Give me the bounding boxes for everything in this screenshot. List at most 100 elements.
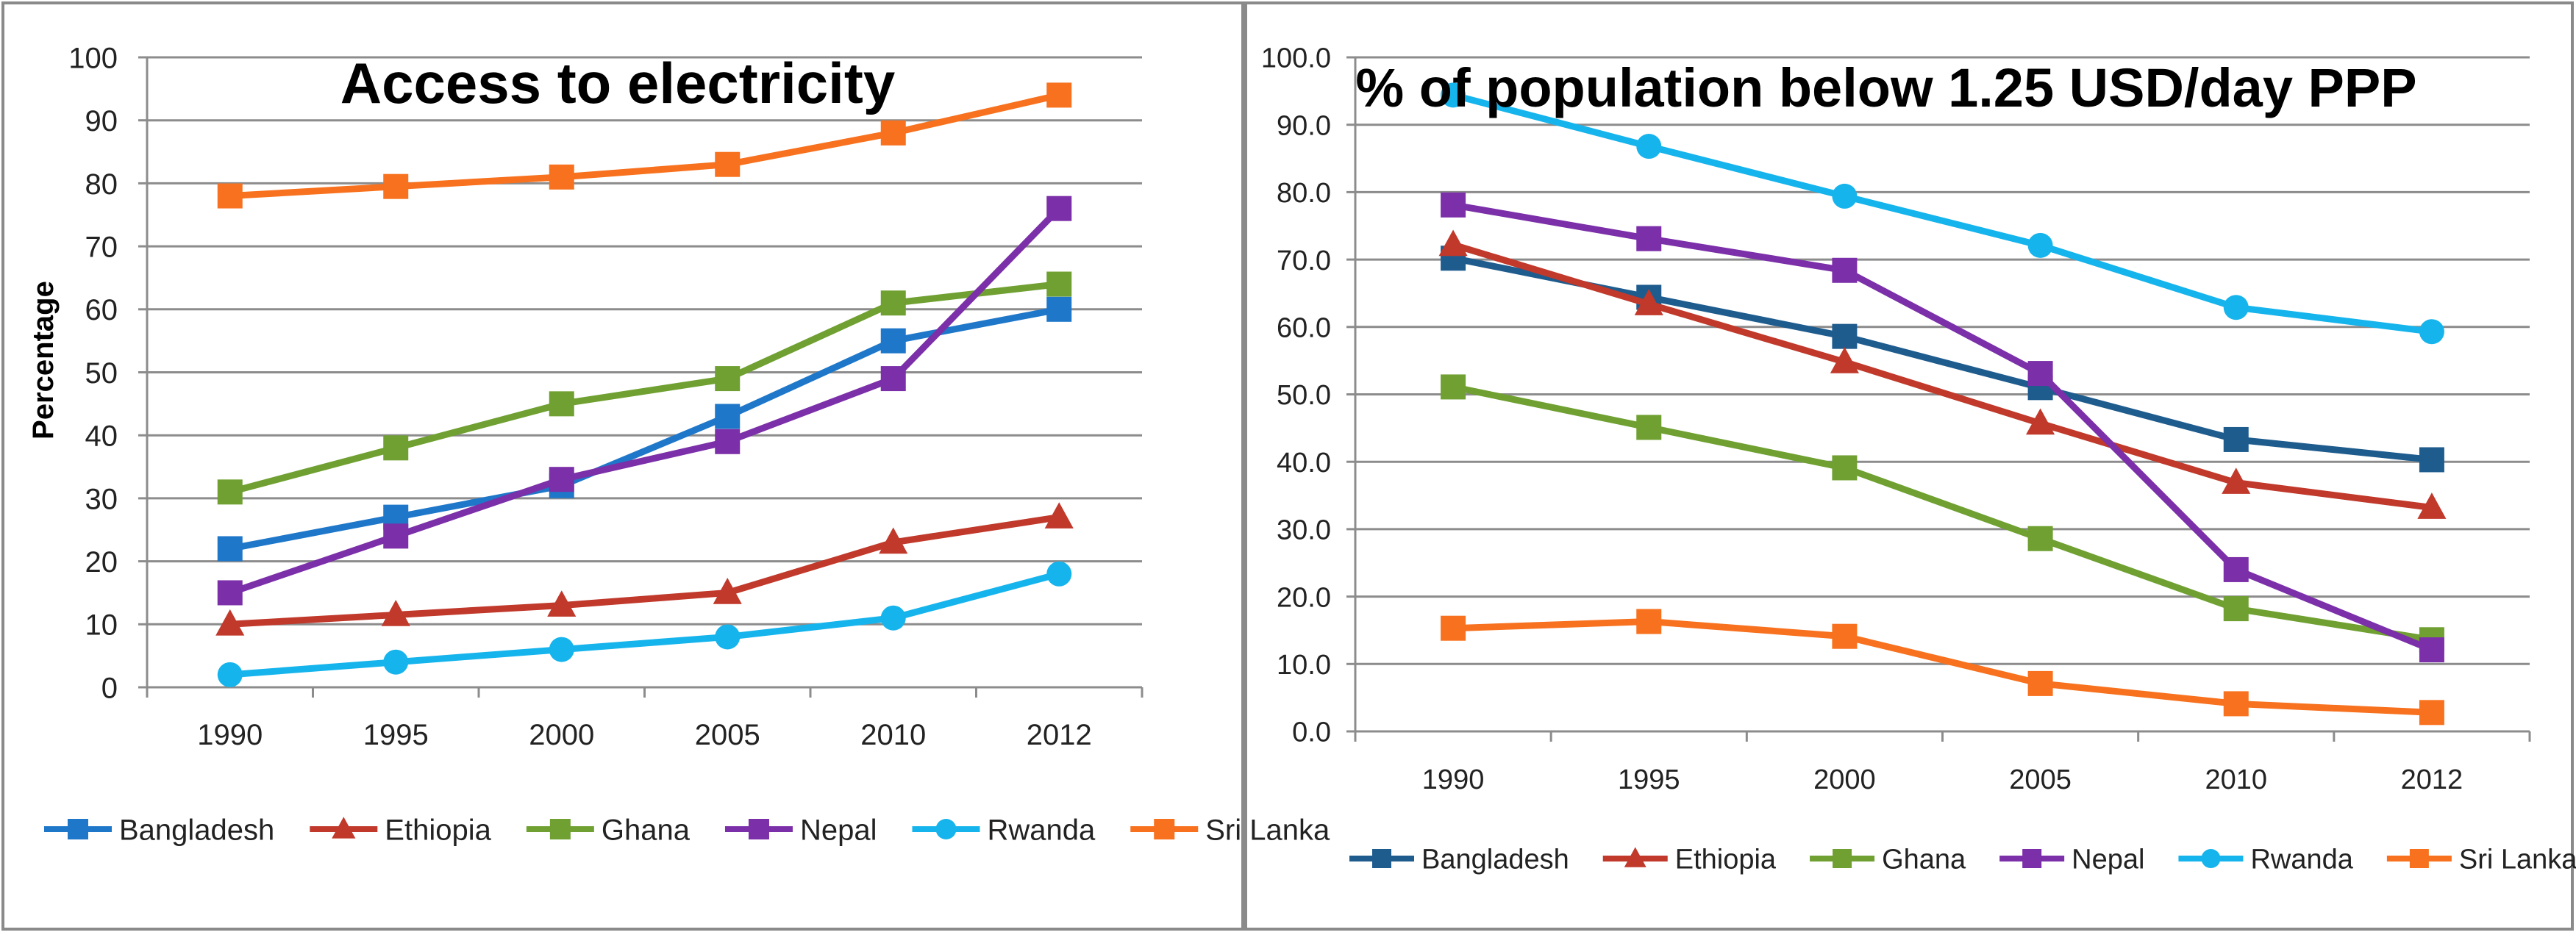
data-point-rwanda xyxy=(2223,295,2249,320)
chart-electricity-y-ticks: 0 10 20 30 40 50 60 70 80 90 100 xyxy=(68,42,118,704)
x-tick-label: 1995 xyxy=(1618,764,1680,795)
y-tick-label: 30.0 xyxy=(1277,515,1331,546)
legend-swatch-marker xyxy=(68,819,88,839)
y-tick-label: 0 xyxy=(101,672,118,704)
chart-poverty-legend: Bangladesh Ethiopia Ghana Nepal Rwanda Sri La… xyxy=(1349,845,2576,875)
data-point-rwanda xyxy=(217,662,243,687)
data-point-ethiopia xyxy=(215,609,245,636)
series-line-ghana xyxy=(226,281,1063,495)
chart-poverty-axes xyxy=(1346,56,2531,742)
x-tick-label: 1990 xyxy=(1422,764,1485,795)
data-point-bangladesh xyxy=(715,404,741,429)
y-tick-label: 100 xyxy=(68,42,118,74)
data-point-ghana xyxy=(1046,271,1072,297)
data-point-bangladesh xyxy=(1046,296,1072,322)
data-point-nepal xyxy=(2027,361,2053,387)
legend-label: Rwanda xyxy=(2250,845,2353,875)
chart-poverty-title: % of population below 1.25 USD/day PPP xyxy=(1355,57,2416,118)
y-tick-label: 40.0 xyxy=(1277,448,1331,479)
y-tick-label: 40 xyxy=(85,420,118,453)
series-line-nepal xyxy=(1449,201,2436,653)
legend-swatch-marker xyxy=(748,819,769,839)
x-tick-label: 1990 xyxy=(197,719,263,751)
y-tick-label: 50 xyxy=(85,357,118,390)
x-tick-label: 2005 xyxy=(695,719,760,751)
data-point-ghana xyxy=(2223,596,2249,622)
legend-item-nepal: Nepal xyxy=(1999,845,2144,875)
data-point-sri-lanka xyxy=(1832,623,1858,649)
data-point-rwanda xyxy=(1832,183,1858,209)
data-point-sri-lanka xyxy=(1636,609,1662,634)
chart-poverty-series xyxy=(1438,82,2447,726)
data-point-sri-lanka xyxy=(1441,615,1466,641)
legend-item-ghana: Ghana xyxy=(526,814,691,846)
legend-swatch-marker xyxy=(1624,847,1646,867)
chart-electricity-title: Access to electricity xyxy=(340,51,895,115)
data-point-ethiopia xyxy=(879,527,908,554)
legend-swatch-marker xyxy=(1154,819,1175,839)
data-point-ethiopia xyxy=(1634,289,1663,315)
series-line-rwanda xyxy=(226,570,1063,678)
data-point-nepal xyxy=(217,580,243,606)
data-point-ethiopia xyxy=(2222,468,2251,494)
y-tick-label: 70.0 xyxy=(1277,246,1331,276)
legend-label: Sri Lanka xyxy=(1205,814,1330,846)
data-point-nepal xyxy=(715,429,741,454)
data-point-nepal xyxy=(1636,226,1662,251)
chart-poverty-grid xyxy=(1355,56,2530,665)
legend-item-bangladesh: Bangladesh xyxy=(44,814,274,846)
data-point-rwanda xyxy=(880,605,906,631)
data-point-ghana xyxy=(1636,415,1662,440)
data-point-ghana xyxy=(880,290,906,316)
y-tick-label: 90 xyxy=(85,105,118,137)
chart-electricity-axes xyxy=(138,56,1143,698)
data-point-sri-lanka xyxy=(383,173,409,199)
data-point-rwanda xyxy=(2419,319,2444,345)
data-point-ghana xyxy=(549,391,574,417)
chart-poverty-x-ticks: 1990 1995 2000 2005 2010 2012 xyxy=(1422,764,2463,795)
data-point-nepal xyxy=(2223,556,2249,582)
series-line-ethiopia xyxy=(1449,241,2436,512)
legend-swatch-marker xyxy=(2022,849,2042,868)
data-point-bangladesh xyxy=(880,328,906,354)
data-point-nepal xyxy=(880,366,906,392)
data-point-nepal xyxy=(1046,196,1072,221)
data-point-ghana xyxy=(715,366,741,392)
chart-electricity-legend: Bangladesh Ethiopia Ghana Nepal Rwanda Sri La… xyxy=(44,814,1330,846)
data-point-nepal xyxy=(2419,637,2444,663)
y-tick-label: 20.0 xyxy=(1277,582,1331,613)
legend-label: Bangladesh xyxy=(119,814,274,846)
legend-label: Bangladesh xyxy=(1421,845,1569,875)
data-point-sri-lanka xyxy=(1046,82,1072,108)
y-tick-label: 70 xyxy=(85,232,118,264)
legend-label: Ethiopia xyxy=(1675,845,1777,875)
chart-electricity-series xyxy=(215,82,1074,687)
series-line-ethiopia xyxy=(226,514,1063,628)
chart-electricity-grid xyxy=(147,56,1142,626)
data-point-ethiopia xyxy=(1830,347,1859,373)
data-point-sri-lanka xyxy=(549,164,574,190)
legend-item-rwanda: Rwanda xyxy=(2178,845,2354,875)
data-point-rwanda xyxy=(1046,561,1072,587)
y-tick-label: 60.0 xyxy=(1277,312,1331,343)
legend-label: Nepal xyxy=(800,814,877,846)
data-point-ethiopia xyxy=(2026,408,2055,435)
data-point-sri-lanka xyxy=(2419,700,2444,726)
series-line-ghana xyxy=(1449,383,2436,643)
chart-electricity-access: 0 10 20 30 40 50 60 70 80 90 100 1990 1995 2000 2005 2… xyxy=(27,42,1330,846)
data-point-sri-lanka xyxy=(715,151,741,177)
legend-item-ethiopia: Ethiopia xyxy=(1602,845,1777,875)
data-point-ghana xyxy=(1441,374,1466,400)
data-point-rwanda xyxy=(2027,232,2053,258)
x-tick-label: 2012 xyxy=(2401,764,2463,795)
chart-poverty-rate: 0.0 10.0 20.0 30.0 40.0 50.0 60.0 70.0 80.0 90.0 1… xyxy=(1261,43,2576,875)
data-point-nepal xyxy=(1441,192,1466,218)
data-point-ethiopia xyxy=(2417,492,2447,519)
legend-label: Sri Lanka xyxy=(2459,845,2576,875)
data-point-ethiopia xyxy=(547,590,577,617)
series-line-sri-lanka xyxy=(1449,618,2436,716)
legend-label: Rwanda xyxy=(987,814,1096,846)
data-point-nepal xyxy=(1832,257,1858,283)
data-point-nepal xyxy=(383,523,409,549)
